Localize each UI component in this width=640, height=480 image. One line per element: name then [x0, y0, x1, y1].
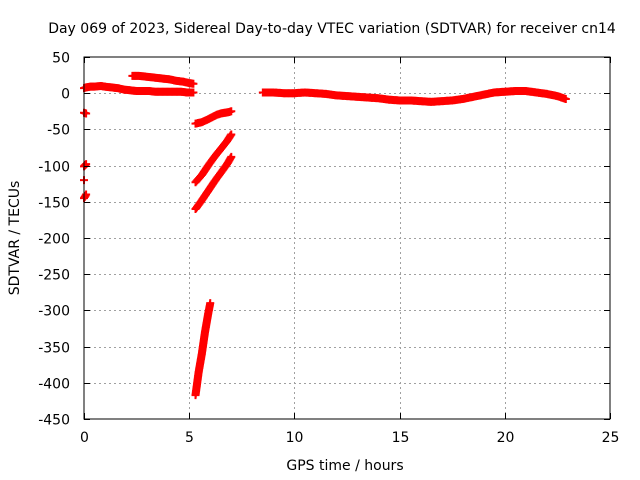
data-point: [206, 299, 215, 308]
y-tick-label: -150: [38, 196, 70, 212]
tick-labels: 50 0 -50 -100 -150 -200 -250 -300 -350 -400 -450 0 5…: [38, 51, 619, 447]
x-tick-label: 25: [602, 430, 620, 446]
x-tick-label: 20: [497, 430, 515, 446]
chart-title: Day 069 of 2023, Sidereal Day-to-day VTE…: [48, 21, 616, 37]
data-point: [189, 88, 198, 97]
data-point: [227, 130, 236, 139]
y-tick-label: -400: [38, 377, 70, 393]
axis-ticks: [84, 57, 611, 420]
y-tick-label: 50: [52, 51, 70, 67]
data-points: [80, 71, 570, 400]
y-tick-label: -250: [38, 268, 70, 284]
y-tick-label: -100: [38, 160, 70, 176]
x-axis-label: GPS time / hours: [286, 458, 403, 474]
data-point: [227, 107, 236, 116]
data-point: [82, 109, 91, 118]
y-tick-label: -350: [38, 341, 70, 357]
y-tick-label: -50: [47, 123, 70, 139]
grid: [84, 57, 610, 419]
x-tick-label: 15: [392, 430, 410, 446]
data-point: [561, 94, 570, 103]
y-tick-label: -450: [38, 413, 70, 429]
y-tick-label: 0: [61, 87, 70, 103]
y-tick-label: -200: [38, 232, 70, 248]
y-tick-label: -300: [38, 304, 70, 320]
x-tick-label: 10: [286, 430, 304, 446]
data-point: [82, 190, 91, 199]
data-point: [189, 79, 198, 88]
x-tick-label: 0: [80, 430, 89, 446]
x-tick-label: 5: [185, 430, 194, 446]
data-point: [227, 152, 236, 161]
plot-frame: [83, 56, 611, 420]
y-axis-label: SDTVAR / TECUs: [7, 181, 23, 296]
